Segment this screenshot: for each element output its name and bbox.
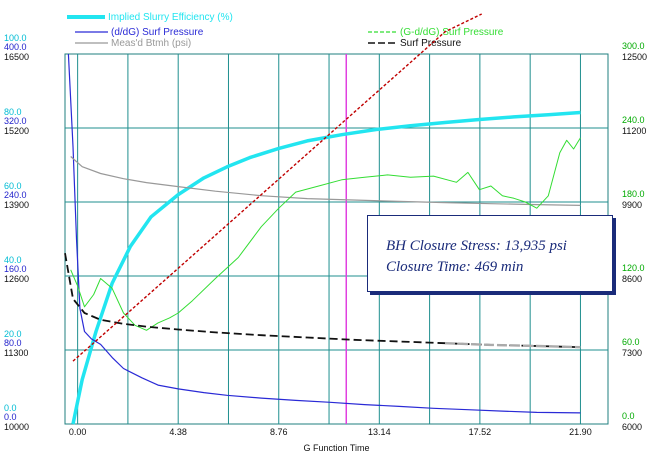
- gdd-pressure-axis-tick-label: 240.0: [622, 115, 645, 125]
- dd-pressure-axis-tick-label: 320.0: [4, 116, 27, 126]
- efficiency-axis-tick-label: 40.0: [4, 255, 22, 265]
- gdd-pressure-axis-tick-label: 60.0: [622, 337, 640, 347]
- efficiency-axis-tick-label: 100.0: [4, 33, 27, 43]
- slurry-efficiency-line: [71, 110, 581, 425]
- btmh-axis-tick-label: 15200: [4, 126, 29, 136]
- series-lines: [64, 13, 581, 425]
- legend-label: Surf Pressure: [400, 38, 462, 49]
- legend-label: (d/dG) Surf Pressure: [111, 27, 204, 38]
- gdd-pressure-axis-tick-label: 120.0: [622, 263, 645, 273]
- closure-annotation-box: BH Closure Stress: 13,935 psi Closure Ti…: [367, 215, 613, 292]
- btmh-axis-tick-label: 10000: [4, 422, 29, 432]
- left-axes: 0.00.01000020.080.01130040.0160.01260060…: [4, 33, 29, 432]
- surf-pressure-axis-tick-label: 7300: [622, 348, 642, 358]
- closure-stress-text: BH Closure Stress: 13,935 psi: [386, 238, 567, 254]
- surf-pressure-axis-tick-label: 12500: [622, 52, 647, 62]
- dd-pressure-axis-tick-label: 400.0: [4, 42, 27, 52]
- gdd-pressure-axis-tick-label: 300.0: [622, 41, 645, 51]
- btmh-axis-tick-label: 12600: [4, 274, 29, 284]
- efficiency-axis-tick-label: 60.0: [4, 181, 22, 191]
- surf-pressure-line-tail: [444, 342, 581, 349]
- efficiency-axis-tick-label: 80.0: [4, 107, 22, 117]
- efficiency-axis-tick-label: 20.0: [4, 329, 22, 339]
- x-axis-tick-label: 4.38: [169, 427, 187, 437]
- tangent-line: [72, 13, 483, 362]
- dd-surf-pressure-line: [67, 53, 581, 414]
- legend: Implied Slurry Efficiency (%) (d/dG) Surf…: [67, 12, 504, 49]
- legend-label: Meas'd Btmh (psi): [111, 38, 191, 49]
- x-axis-label: G Function Time: [303, 443, 369, 453]
- gdd-surf-pressure-line: [70, 137, 581, 331]
- x-axis-tick-label: 13.14: [368, 427, 391, 437]
- x-axis-tick-label: 17.52: [469, 427, 492, 437]
- legend-label: Implied Slurry Efficiency (%): [108, 12, 233, 23]
- legend-label: (G-d/dG) Surf Pressure: [400, 27, 504, 38]
- gdd-pressure-axis-tick-label: 180.0: [622, 189, 645, 199]
- closure-time-text: Closure Time: 469 min: [386, 259, 524, 275]
- gridlines: [65, 54, 608, 424]
- efficiency-axis-tick-label: 0.0: [4, 403, 17, 413]
- btmh-axis-tick-label: 16500: [4, 52, 29, 62]
- dd-pressure-axis-tick-label: 80.0: [4, 338, 22, 348]
- btmh-axis-tick-label: 11300: [4, 348, 28, 358]
- dd-pressure-axis-tick-label: 160.0: [4, 264, 27, 274]
- dd-pressure-axis-tick-label: 240.0: [4, 190, 27, 200]
- surf-pressure-axis-tick-label: 9900: [622, 200, 642, 210]
- surf-pressure-axis-tick-label: 8600: [622, 274, 642, 284]
- x-axis-tick-label: 0.00: [69, 427, 87, 437]
- btmh-axis-tick-label: 13900: [4, 200, 29, 210]
- x-axis-tick-label: 8.76: [270, 427, 288, 437]
- gdd-pressure-axis-tick-label: 0.0: [622, 411, 635, 421]
- x-axis: 0.00 4.38 8.76 13.14 17.52 21.90 G Function Ti…: [69, 427, 592, 453]
- x-axis-tick-label: 21.90: [569, 427, 592, 437]
- surf-pressure-axis-tick-label: 11200: [622, 126, 646, 136]
- btmh-pressure-line: [70, 156, 581, 206]
- surf-pressure-axis-tick-label: 6000: [622, 422, 642, 432]
- dd-pressure-axis-tick-label: 0.0: [4, 412, 17, 422]
